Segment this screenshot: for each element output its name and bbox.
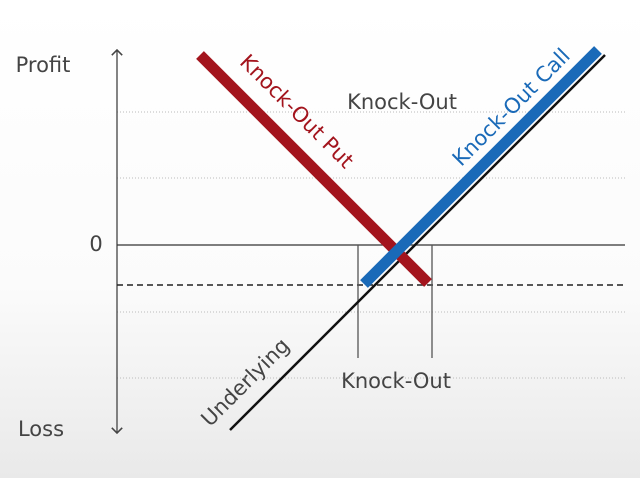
loss-label: Loss (18, 417, 64, 441)
zero-label: 0 (89, 232, 102, 256)
knock-out-lower: Knock-Out (341, 369, 451, 393)
put-line (196, 51, 432, 287)
profit-label: Profit (16, 53, 71, 77)
call-line (360, 46, 602, 288)
underlying-line (229, 54, 606, 431)
knock-out-upper: Knock-Out (347, 90, 457, 114)
